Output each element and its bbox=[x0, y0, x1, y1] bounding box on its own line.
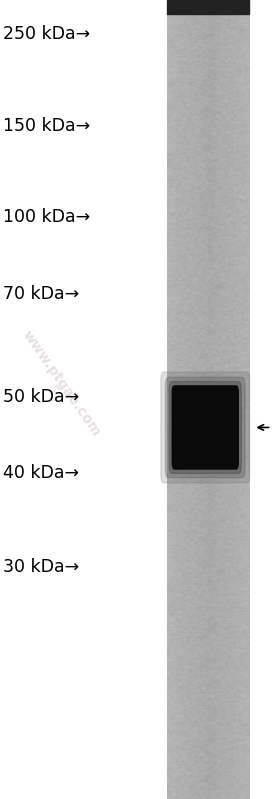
Text: www.ptgae.com: www.ptgae.com bbox=[20, 328, 103, 439]
FancyBboxPatch shape bbox=[169, 381, 241, 474]
FancyBboxPatch shape bbox=[161, 372, 250, 483]
FancyBboxPatch shape bbox=[172, 386, 238, 469]
Text: 100 kDa→: 100 kDa→ bbox=[3, 209, 90, 226]
FancyBboxPatch shape bbox=[165, 377, 245, 478]
Text: 40 kDa→: 40 kDa→ bbox=[3, 464, 79, 482]
Text: 250 kDa→: 250 kDa→ bbox=[3, 25, 90, 42]
Text: 30 kDa→: 30 kDa→ bbox=[3, 559, 79, 576]
Text: 70 kDa→: 70 kDa→ bbox=[3, 285, 79, 303]
Bar bbox=[167, 0, 249, 14]
Text: 50 kDa→: 50 kDa→ bbox=[3, 388, 79, 406]
Text: 150 kDa→: 150 kDa→ bbox=[3, 117, 90, 135]
